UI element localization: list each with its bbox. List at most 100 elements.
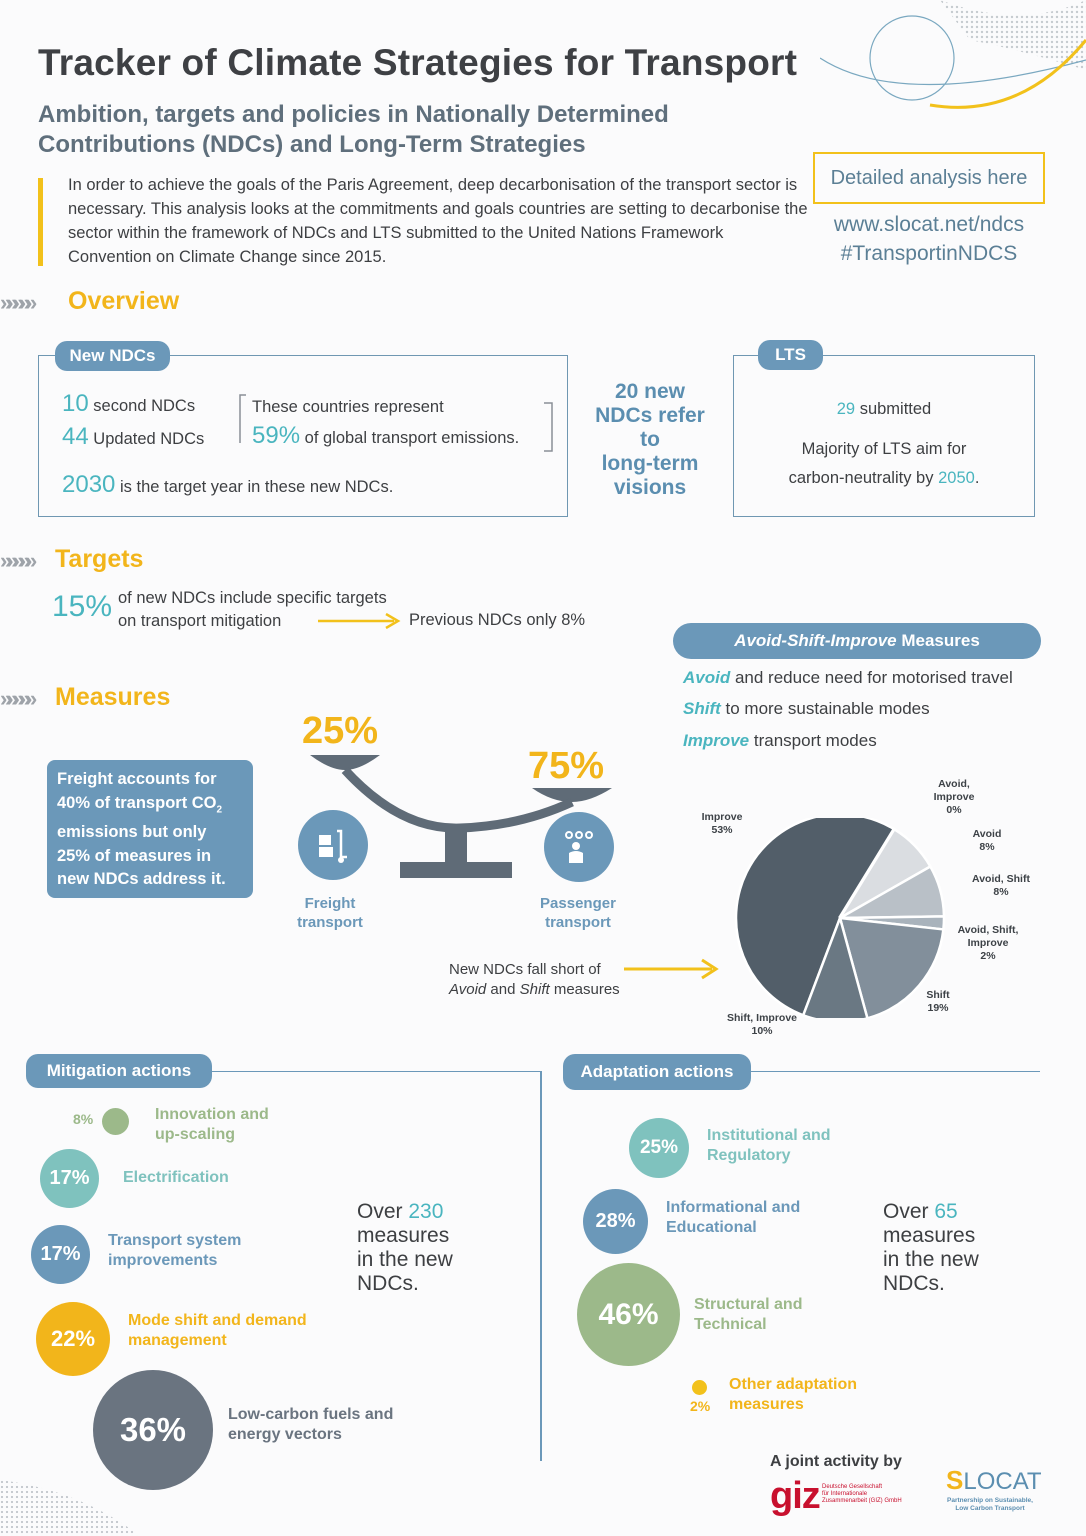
chevron-icon: »»»»» [0,290,37,315]
pie-cat-avoid-improve: Avoid, Improve [933,778,975,803]
slocat-small-2: Low Carbon Transport [955,1505,1025,1512]
transport-system-label-1: Transport system [108,1232,242,1249]
pie-label-avoid-shift-improve: Avoid, Shift, Improve 2% [953,924,1023,963]
year-text: is the target year in these new NDCs. [119,478,394,496]
passenger-label-2: transport [545,914,611,931]
slocat-logo-rest: LOCAT [963,1468,1042,1495]
link-block: www.slocat.net/ndcs #TransportinNDCS [813,210,1045,268]
updated-ndcs-stat: 44 Updated NDCs [62,423,204,451]
informational-label-1: Informational and [666,1199,801,1216]
adaptation-total-line-2: measures [883,1224,976,1247]
mitigation-total: Over 230 measures in the new NDCs. [357,1200,453,1296]
other-adaptation-label-2: measures [729,1396,804,1413]
decorative-swirl [0,1480,140,1536]
detailed-analysis-button[interactable]: Detailed analysis here [813,152,1045,204]
shortfall-shift: Shift [519,981,550,998]
represent-text: These countries represent [252,398,444,416]
middle-line-2: NDCs refer [595,404,705,427]
adaptation-item-label: Structural and Technical [694,1295,802,1335]
asi-shift: Shift to more sustainable modes [683,699,930,719]
intro-accent-bar [38,178,43,266]
hashtag-text: #TransportinNDCS [840,242,1018,265]
giz-small-3: Zusammenarbeit (GIZ) GmbH [822,1498,902,1504]
pie-cat-shift: Shift [926,989,950,1001]
freight-line-3: emissions but only [57,823,207,842]
structural-label-1: Structural and [694,1296,803,1313]
freight-line-4: 25% of measures in [57,846,212,865]
freight-label-1: Freight [304,895,356,912]
pie-label-avoid-improve: Avoid, Improve 0% [924,778,984,817]
intro-text: In order to achieve the goals of the Par… [68,176,808,266]
electrification-label: Electrification [123,1169,229,1186]
giz-small-1: Deutsche Gesellschaft [822,1484,883,1490]
chevron-icon: »»»»» [0,686,37,711]
mitigation-total-num: 230 [408,1200,444,1223]
second-ndcs-text: second NDCs [93,397,196,415]
adaptation-total-pre: Over [883,1200,935,1223]
lts-majority-end: . [974,469,980,487]
previous-ndcs-text: Previous NDCs only 8% [409,611,586,629]
mitigation-total-line-3: in the new [357,1248,453,1271]
adaptation-total-line-3: in the new [883,1248,979,1271]
lts-submitted: 29 submitted [733,400,1035,419]
slocat-logo-s: S [946,1465,964,1495]
shortfall-line-2: Avoid and Shift measures [449,980,620,1000]
updated-ndcs-text: Updated NDCs [93,430,205,448]
pie-val-avoid: 8% [979,841,995,853]
freight-box: Freight accounts for 40% of transport CO… [47,760,253,898]
share-text: of global transport emissions. [304,429,520,447]
asi-pill: Avoid-Shift-Improve Measures [673,623,1041,659]
adaptation-total: Over 65 measures in the new NDCs. [883,1200,979,1296]
year-num: 2030 [62,471,116,498]
pie-cat-avoid-shift-improve: Avoid, Shift, Improve [957,924,1019,949]
adaptation-pct-label: 2% [690,1398,711,1414]
pie-cat-shift-improve: Shift, Improve [726,1012,797,1024]
section-divider [750,1071,1040,1072]
adaptation-item-label: Institutional and Regulatory [707,1126,831,1166]
adaptation-bubble: 46% [577,1263,680,1366]
asi-pill-italic: Avoid-Shift-Improve [734,631,897,650]
mitigation-total-line-4: NDCs. [357,1272,419,1295]
shift-keyword: Shift [683,699,721,718]
freight-icon [298,810,368,880]
adaptation-bubble [692,1380,707,1395]
lts-submitted-num: 29 [836,400,856,418]
middle-line-4: long-term [601,452,699,475]
lts-majority-year: 2050 [938,469,975,487]
passenger-label: Passenger transport [528,894,628,932]
shortfall-text: New NDCs fall short of Avoid and Shift m… [449,960,620,1000]
innovation-label-1: Innovation and [155,1106,269,1123]
adaptation-item-label: Informational and Educational [666,1198,800,1238]
lts-majority-line-1: Majority of LTS aim for [801,440,967,458]
pie-val-improve: 53% [711,824,733,836]
pie-label-avoid: Avoid 8% [962,828,1012,854]
new-ndcs-pill: New NDCs [55,341,170,371]
long-term-visions-text: 20 new NDCs refer to long-term visions [580,380,720,500]
freight-percent: 25% [302,710,379,752]
adaptation-bubble: 28% [583,1189,648,1254]
asi-improve: Improve transport modes [683,731,877,751]
measures-heading: Measures [55,683,171,711]
updated-ndcs-num: 44 [62,423,89,450]
other-adaptation-label-1: Other adaptation [729,1376,858,1393]
mitigation-bubble [102,1108,129,1135]
middle-line-3: to [640,428,660,451]
shortfall-avoid: Avoid [449,981,487,998]
decorative-swirl [820,0,1086,109]
structural-label-2: Technical [694,1316,767,1333]
pie-label-improve: Improve 53% [692,811,752,837]
avoid-text: and reduce need for motorised travel [730,668,1013,687]
mitigation-pill: Mitigation actions [26,1054,212,1088]
shortfall-line-1: New NDCs fall short of [449,961,601,978]
targets-heading: Targets [55,545,144,573]
slocat-url-link[interactable]: www.slocat.net/ndcs [833,213,1025,236]
slocat-logo-small: Partnership on Sustainable, Low Carbon T… [940,1497,1040,1513]
pie-val-avoid-improve: 0% [946,804,962,816]
shortfall-and: and [486,981,520,998]
mitigation-total-line-2: measures [357,1224,450,1247]
pie-slice-shift [838,916,945,1018]
pie-val-shift-improve: 10% [751,1025,773,1037]
pie-val-shift: 19% [927,1002,949,1014]
bracket-shape [239,394,553,452]
asi-pill-rest: Measures [896,631,980,650]
